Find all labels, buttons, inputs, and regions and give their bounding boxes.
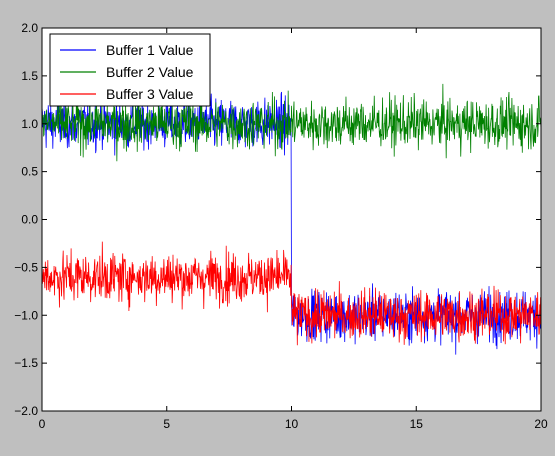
y-tick-label: 0.5: [21, 165, 38, 179]
legend-label-2: Buffer 2 Value: [106, 64, 194, 80]
x-tick-label: 5: [163, 417, 170, 431]
x-tick-label: 20: [534, 417, 548, 431]
series-line-3: [41, 241, 542, 346]
y-tick-label: −2.0: [14, 404, 38, 418]
series-layer: [41, 83, 542, 355]
legend: Buffer 1 Value Buffer 2 Value Buffer 3 Val…: [49, 33, 211, 107]
y-tick-label: 1.5: [21, 69, 38, 83]
x-tick-label: 10: [285, 417, 299, 431]
x-tick-label: 15: [410, 417, 424, 431]
series-line-2: [41, 83, 542, 162]
y-tick-label: −1.5: [14, 356, 38, 370]
legend-label-1: Buffer 1 Value: [106, 42, 194, 58]
y-tick-label: 2.0: [21, 21, 38, 35]
x-tick-label: 0: [39, 417, 46, 431]
legend-label-3: Buffer 3 Value: [106, 86, 194, 102]
y-tick-label: −1.0: [14, 308, 38, 322]
y-tick-label: −0.5: [14, 260, 38, 274]
y-tick-label: 0.0: [21, 213, 38, 227]
ticks-layer: 0 5 10 15 20 −2.0 −1.5 −1.0 −0.5 0.0 0.5 1.0 1.5 2.0: [14, 21, 548, 431]
y-tick-label: 1.0: [21, 117, 38, 131]
